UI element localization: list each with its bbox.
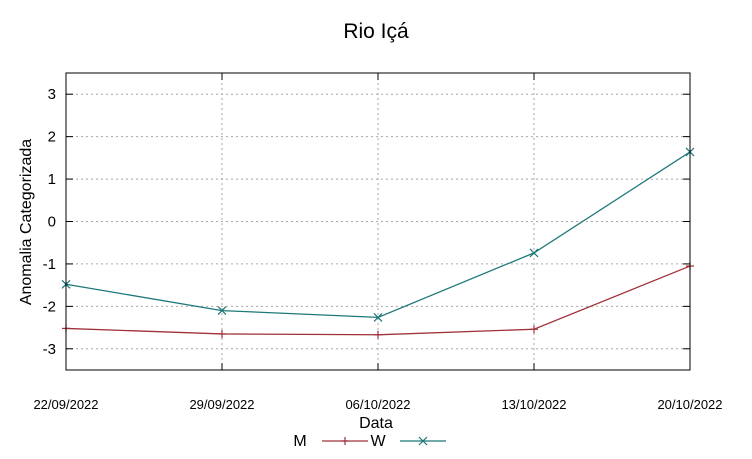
y-tick-label: -3 (43, 341, 56, 358)
y-tick-label: 3 (48, 86, 56, 103)
series-layer (61, 147, 695, 339)
legend-marker-M (341, 437, 349, 445)
y-tick-label: 1 (48, 171, 56, 188)
y-tick-label: 2 (48, 129, 56, 146)
point-M (374, 330, 382, 339)
x-axis-ticks: 22/09/2022 29/09/2022 06/10/2022 13/10/2022… (33, 73, 723, 412)
point-M (218, 329, 226, 338)
x-tick-label: 13/10/2022 (501, 397, 566, 412)
point-W (529, 248, 539, 258)
x-tick-label: 22/09/2022 (33, 397, 98, 412)
legend-label-M: M (293, 433, 306, 450)
point-M (530, 325, 538, 334)
legend-marker-W (418, 436, 428, 446)
y-tick-label: 0 (48, 214, 56, 231)
point-W (373, 312, 383, 322)
y-axis-label: Anomalia Categorizada (18, 139, 35, 305)
x-tick-label: 20/10/2022 (657, 397, 722, 412)
x-tick-label: 29/09/2022 (189, 397, 254, 412)
y-axis-ticks: 3 2 1 0 -1 -2 -3 (43, 86, 690, 358)
grid (65, 73, 691, 370)
x-tick-label: 06/10/2022 (345, 397, 410, 412)
legend-label-W: W (370, 433, 386, 450)
point-W (217, 306, 227, 316)
chart-title: Rio Içá (343, 20, 409, 43)
y-tick-label: -1 (43, 256, 56, 273)
y-tick-label: -2 (43, 298, 56, 315)
x-axis-label: Data (359, 415, 393, 432)
